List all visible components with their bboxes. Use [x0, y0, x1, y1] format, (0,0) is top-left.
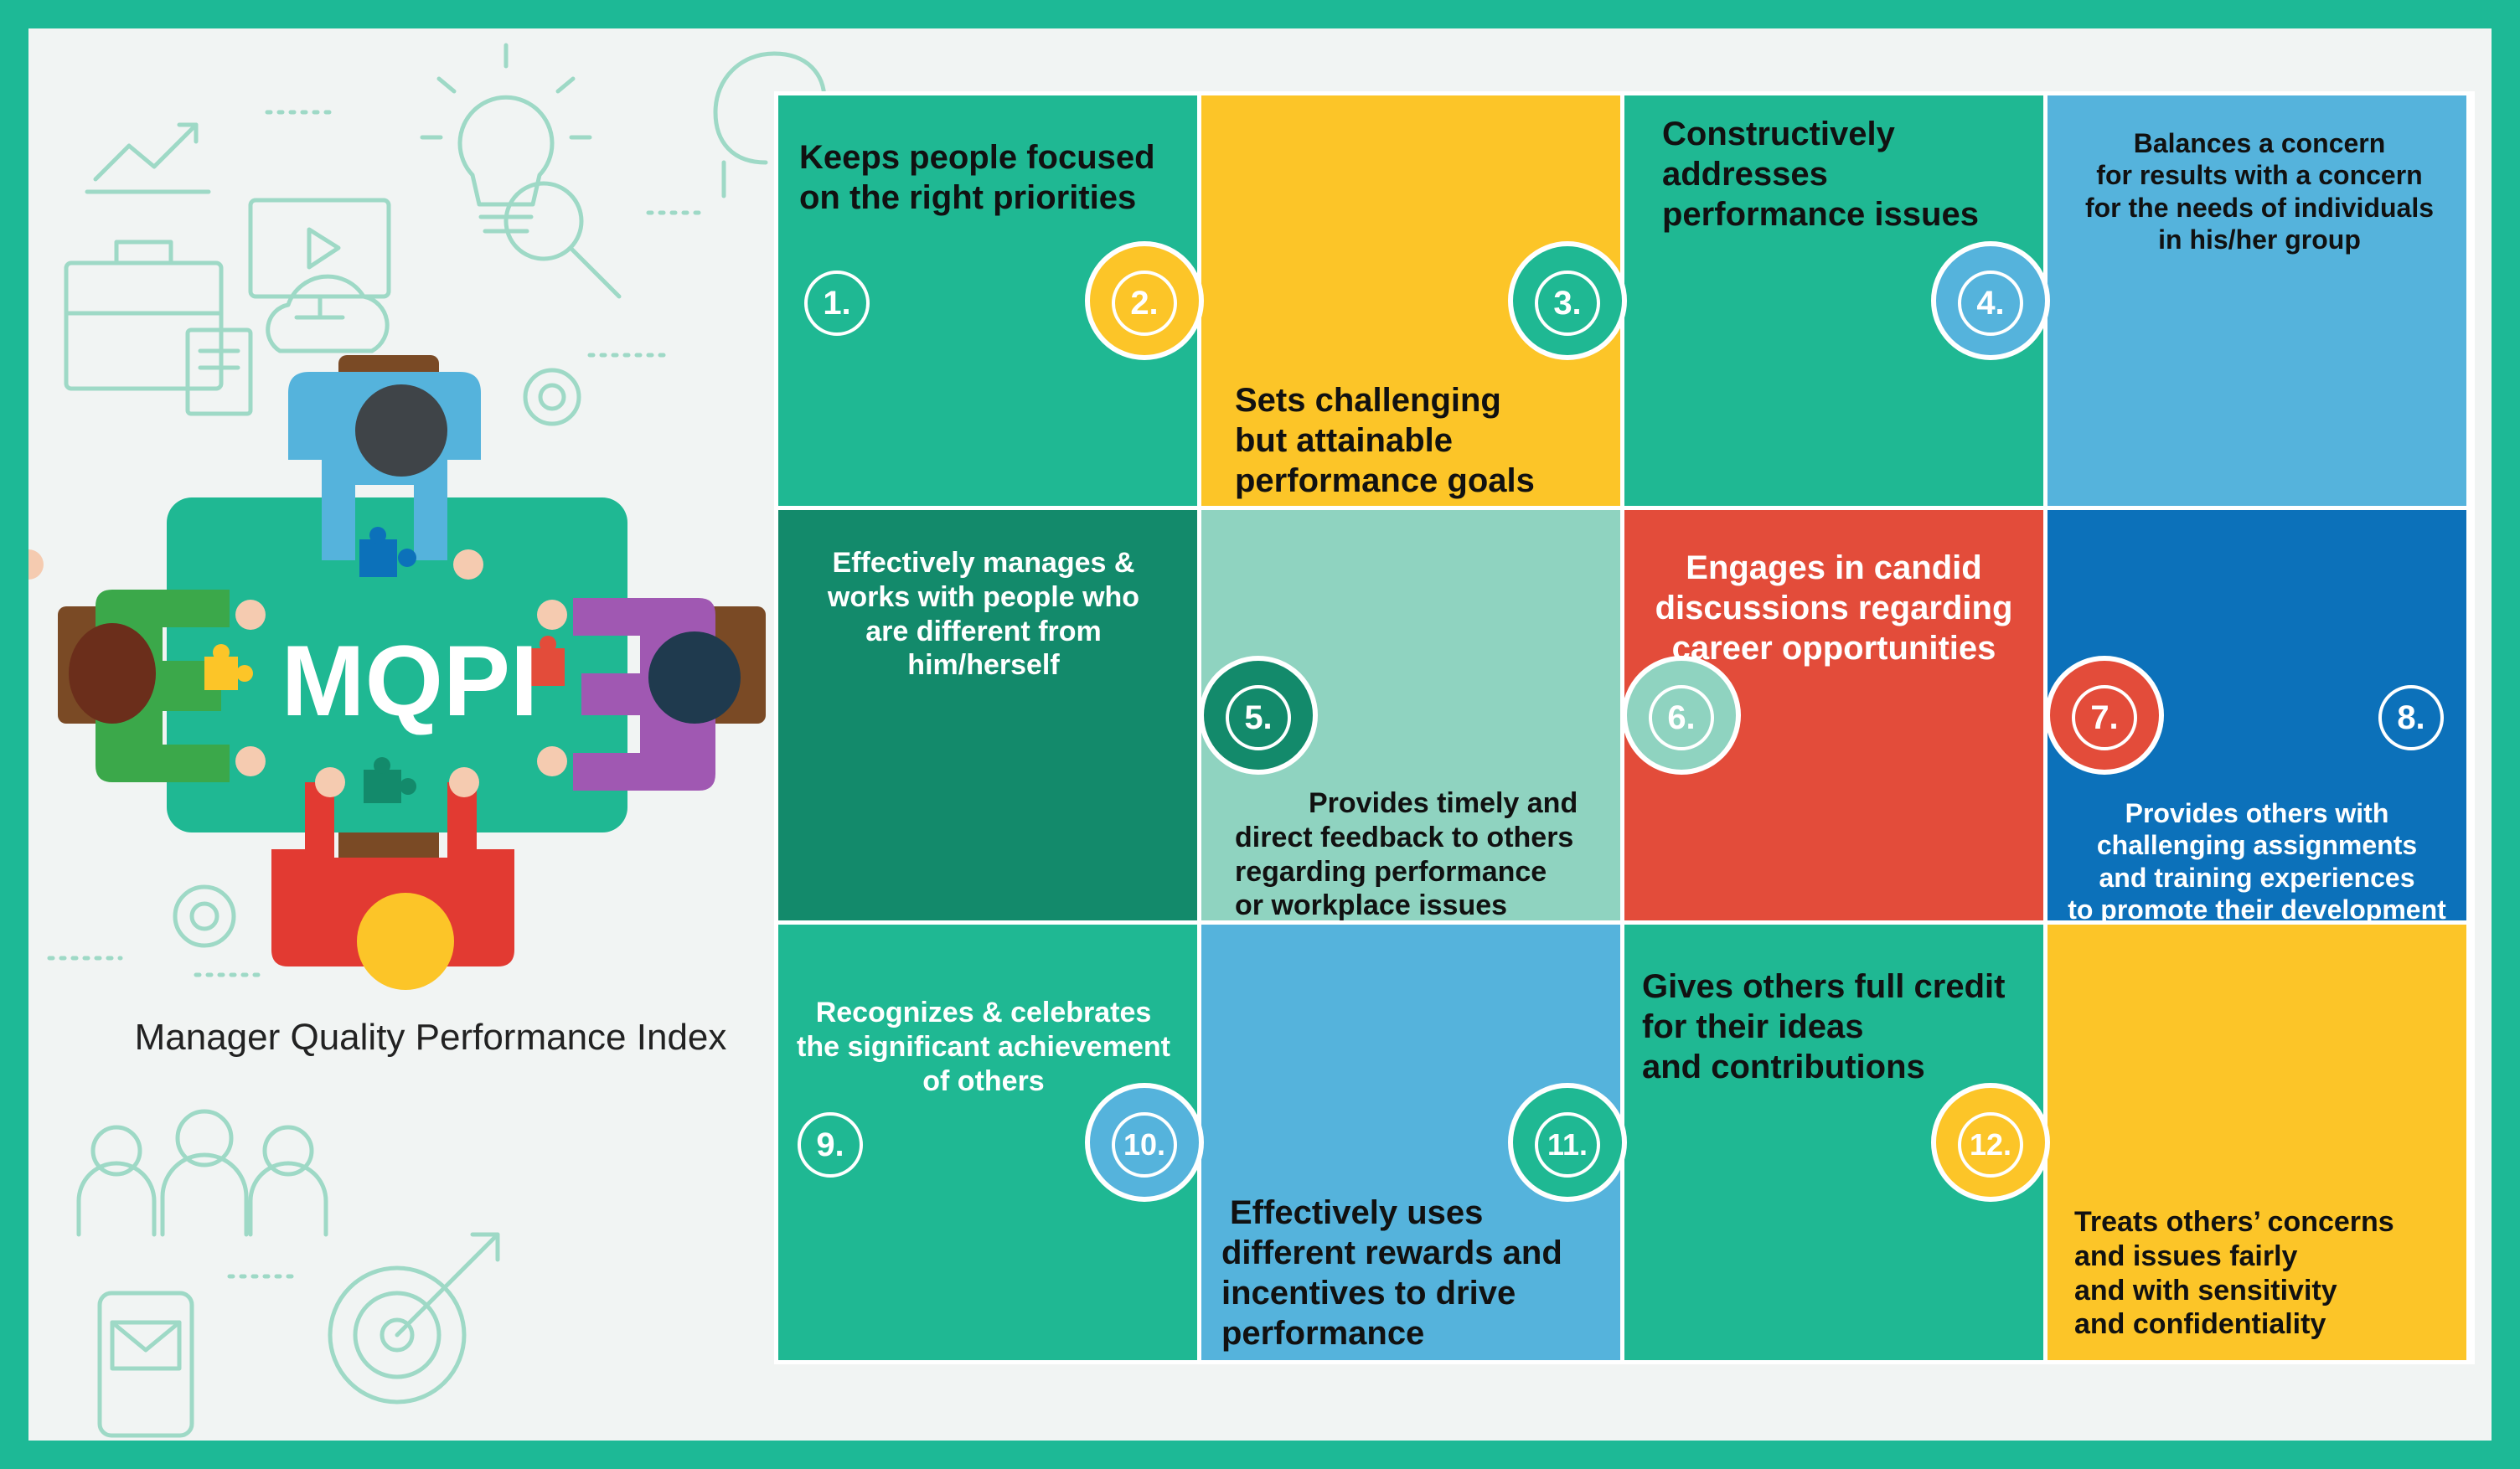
person-left-hand-bottom	[235, 746, 266, 776]
piece-5-text: Effectively manages & works with people w…	[827, 547, 1140, 682]
gear-icon-lower	[173, 884, 236, 948]
piece-number-8: 8.	[2378, 685, 2444, 750]
puzzle-piece-icon-blue	[359, 527, 416, 577]
person-bottom-hand-left	[315, 767, 345, 797]
piece-number-10: 10.	[1112, 1112, 1177, 1178]
piece-6-text: Provides timely and direct feedback to ot…	[1235, 787, 1578, 922]
briefcase-icon	[64, 240, 224, 391]
dotted-lines	[47, 110, 710, 1279]
person-right-hand-bottom	[537, 746, 567, 776]
people-group-icon	[76, 1109, 328, 1237]
gear-icon	[523, 368, 581, 426]
piece-12-text: Treats others’ concerns and issues fairly…	[2074, 1206, 2394, 1341]
person-bottom-hand-right	[449, 767, 479, 797]
piece-12-shape	[2048, 925, 2466, 1360]
piece-3-text: Constructively addresses performance issue…	[1662, 116, 1979, 233]
puzzle-piece-icon-yellow	[204, 644, 253, 690]
puzzle-piece-icon-red	[531, 636, 565, 686]
head-profile-icon	[713, 51, 827, 198]
piece-number-2: 2.	[1112, 271, 1177, 336]
table	[167, 497, 627, 832]
person-right-hand-top	[537, 600, 567, 630]
cloud-icon	[266, 274, 390, 353]
person-left-hand-top	[235, 600, 266, 630]
magnifier-icon	[503, 181, 622, 299]
person-bottom-body	[271, 782, 514, 966]
puzzle-piece-icon-teal	[364, 757, 416, 803]
piece-number-6: 6.	[1649, 685, 1714, 750]
piece-number-4: 4.	[1958, 271, 2023, 336]
team-table-illustration: MQPI	[28, 355, 766, 990]
piece-number-11: 11.	[1535, 1112, 1600, 1178]
subtitle: Manager Quality Performance Index	[134, 1017, 727, 1058]
puzzle-grid	[774, 91, 2475, 1364]
person-bottom-head	[357, 893, 454, 990]
book-icon	[185, 327, 253, 416]
person-right-body	[573, 564, 715, 791]
piece-number-1: 1.	[804, 271, 870, 336]
piece-4-text: Balances a concern for results with a con…	[2084, 128, 2435, 255]
phone-mail-icon	[97, 1291, 194, 1438]
piece-8-text: Provides others with challenging assignme…	[2068, 798, 2446, 925]
piece-number-7: 7.	[2072, 685, 2137, 750]
person-left-body	[96, 573, 230, 782]
piece-7-text: Engages in candid discussions regarding ca…	[1655, 549, 2013, 667]
piece-number-9: 9.	[798, 1112, 863, 1178]
person-top-head	[355, 384, 447, 477]
person-top-hand-right	[453, 549, 483, 580]
infographic-frame: MQPI Manager Quality Performance Index	[28, 28, 2492, 1441]
piece-1-text: Keeps people focused on the right priorit…	[799, 139, 1155, 216]
piece-10-text: Effectively uses different rewards and inc…	[1221, 1194, 1562, 1352]
person-right-head	[648, 631, 741, 724]
background-icons	[47, 43, 827, 1438]
person-top-hand-left	[28, 549, 44, 580]
piece-11-text: Gives others full credit for their ideas a…	[1642, 968, 2006, 1085]
piece-2-text: Sets challenging but attainable performanc…	[1235, 382, 1535, 499]
piece-5-shape	[778, 510, 1197, 920]
piece-4-shape	[2048, 95, 2466, 506]
piece-number-12: 12.	[1958, 1112, 2023, 1178]
trend-chart-icon	[85, 122, 211, 194]
piece-9-text: Recognizes & celebrates the significant a…	[797, 997, 1170, 1097]
piece-number-5: 5.	[1226, 685, 1291, 750]
person-left-head	[69, 623, 156, 724]
piece-number-3: 3.	[1535, 271, 1600, 336]
target-icon	[328, 1232, 500, 1405]
mqpi-logo: MQPI	[281, 625, 539, 737]
video-monitor-icon	[248, 198, 391, 320]
